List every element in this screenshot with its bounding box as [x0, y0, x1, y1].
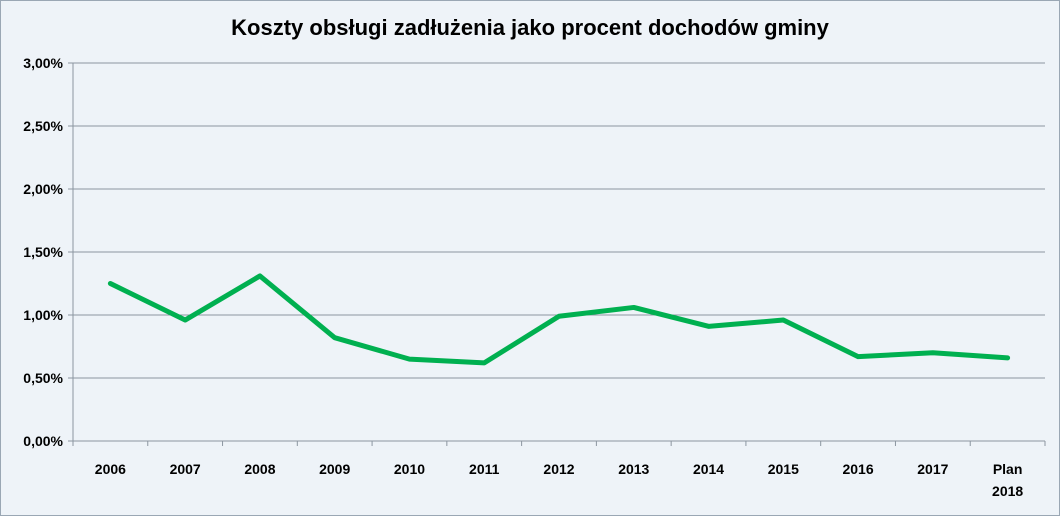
data-point — [482, 360, 487, 365]
y-tick-label: 1,00% — [23, 307, 63, 323]
data-point — [781, 318, 786, 323]
data-point — [1005, 355, 1010, 360]
x-tick-label: 2008 — [244, 461, 275, 477]
chart-title: Koszty obsługi zadłużenia jako procent d… — [231, 15, 829, 40]
x-tick-label: Plan 2018 — [992, 461, 1023, 499]
data-point — [930, 350, 935, 355]
y-tick-label: 0,50% — [23, 370, 63, 386]
x-tick-label: 2011 — [469, 461, 500, 477]
data-point — [332, 335, 337, 340]
data-point — [257, 273, 262, 278]
y-tick-label: 3,00% — [23, 55, 63, 71]
y-tick-label: 0,00% — [23, 433, 63, 449]
data-point — [706, 324, 711, 329]
x-tick-label: 2010 — [394, 461, 425, 477]
data-point — [557, 314, 561, 319]
data-point — [407, 357, 412, 362]
y-tick-label: 2,50% — [23, 118, 63, 134]
y-tick-label: 1,50% — [23, 244, 63, 260]
data-point — [856, 354, 861, 359]
data-point — [108, 281, 113, 286]
x-tick-label: 2009 — [319, 461, 350, 477]
x-tick-label: 2012 — [543, 461, 574, 477]
x-tick-label: 2014 — [693, 461, 724, 477]
x-tick-label: 2015 — [768, 461, 799, 477]
x-tick-label: 2007 — [170, 461, 201, 477]
x-tick-label: 2013 — [618, 461, 649, 477]
data-point — [183, 318, 188, 323]
series-line — [107, 273, 1011, 366]
x-tick-label: 2006 — [95, 461, 126, 477]
y-tick-label: 2,00% — [23, 181, 63, 197]
data-point — [631, 305, 636, 310]
x-tick-label: 2016 — [842, 461, 873, 477]
x-tick-label: 2017 — [917, 461, 948, 477]
